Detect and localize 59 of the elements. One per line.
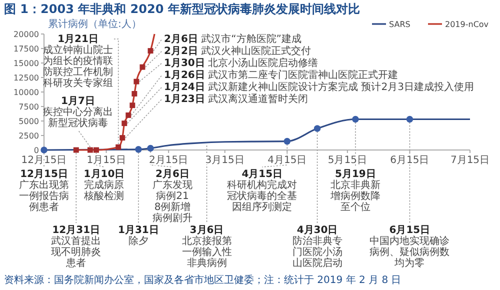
annotation: 6月15日中国内地实现确诊病例、疑似病例数均为零 (370, 225, 450, 269)
point (130, 102, 136, 108)
y-tick-label: 2500 (18, 132, 39, 140)
annotation: 3月6日北京接报第一例输入性非典病例 (182, 225, 232, 269)
point (147, 144, 154, 152)
y-tick-label: 5000 (18, 117, 39, 126)
point (87, 147, 93, 153)
y-tick-label: 15000 (14, 59, 39, 68)
annotation: 1月31日除夕 (118, 225, 159, 247)
point (406, 116, 414, 123)
x-tick-label: 12月15日 (21, 155, 67, 166)
legend-label: SARS (389, 20, 410, 29)
text: 资料来源：国务院新闻办公室，国家及各省市地区卫健委；注：统计于 2019 年 2 月 8 日 (4, 274, 402, 286)
y-tick-label: 20000 (14, 30, 39, 39)
x-tick-label: 6月15日 (390, 155, 430, 166)
point (284, 138, 291, 145)
annotation: 12月31日武汉首提出现不明肺炎患者 (51, 225, 102, 269)
x-tick-label: 2月15日 (149, 155, 188, 166)
annotation: 1月21日成立钟南山院士为组长的疫情联防联控工作机制科研攻关专家组 (43, 34, 113, 89)
annotation: 1月7日疾控中心分离出新型冠状病毒 (43, 96, 113, 129)
point (116, 144, 122, 150)
x-tick-label: 7月15日 (450, 155, 490, 166)
y-tick-label: 17500 (14, 44, 39, 54)
point (352, 116, 359, 123)
annotation: 5月19日北京非典新增病例数降至个位 (329, 169, 380, 213)
x-tick-label: 3月15日 (205, 155, 244, 166)
point (132, 91, 138, 96)
annotation: 4月15日科研机构完成对冠状病毒的全基因组序列测定 (227, 169, 298, 213)
y-tick-label: 0 (34, 146, 39, 155)
legend-label: 2019-nCov (445, 20, 489, 29)
point (134, 78, 140, 84)
point (314, 125, 321, 132)
y-tick-label: 12500 (14, 74, 39, 82)
annotation: 2月6日广东发现病例218例新增病例剧升 (152, 169, 192, 224)
point (94, 147, 99, 153)
point (120, 135, 126, 141)
annotation: 12月15日广东出现第一例报告病例患者 (19, 169, 69, 213)
chart-title: 图 1：2003 年非典和 2020 年新型冠状病毒肺炎发展时间线对比 (4, 2, 360, 16)
annotation: 4月30日防治非典专门医院小汤山医院启动 (292, 225, 342, 269)
annotation: 1月26日 武汉市第二座专门医院雷神山医院正式开建 (164, 69, 398, 81)
annotation: 1月24日 武汉新建火神山医院设计方案完成 预计2月3日建成投入使用 (164, 81, 474, 93)
annotation: 1月23日 武汉离汉通道暂时关闭 (164, 93, 308, 105)
point (148, 48, 154, 54)
point (73, 147, 79, 153)
point (126, 112, 132, 118)
annotation: 1月30日 北京小汤山医院启动修缮 (164, 57, 318, 69)
x-tick-label: 5月15日 (328, 155, 367, 166)
point (140, 64, 146, 70)
point (122, 120, 128, 126)
y-axis-title: 累计病例（单位:人） (48, 18, 142, 30)
point (135, 146, 142, 153)
y-tick-label: 7500 (18, 102, 39, 112)
x-tick-label: 4月15日 (268, 155, 307, 166)
annotation: 2月6日 武汉市“方舱医院”建成 (164, 33, 302, 45)
point (40, 146, 48, 154)
annotation: 2月2日 武汉火神山医院正式交付 (164, 45, 312, 57)
y-tick-label: 10000 (14, 88, 39, 97)
x-tick-label: 1月15日 (86, 155, 126, 166)
annotation: 1月10日完成病原核酸检测 (83, 169, 125, 202)
